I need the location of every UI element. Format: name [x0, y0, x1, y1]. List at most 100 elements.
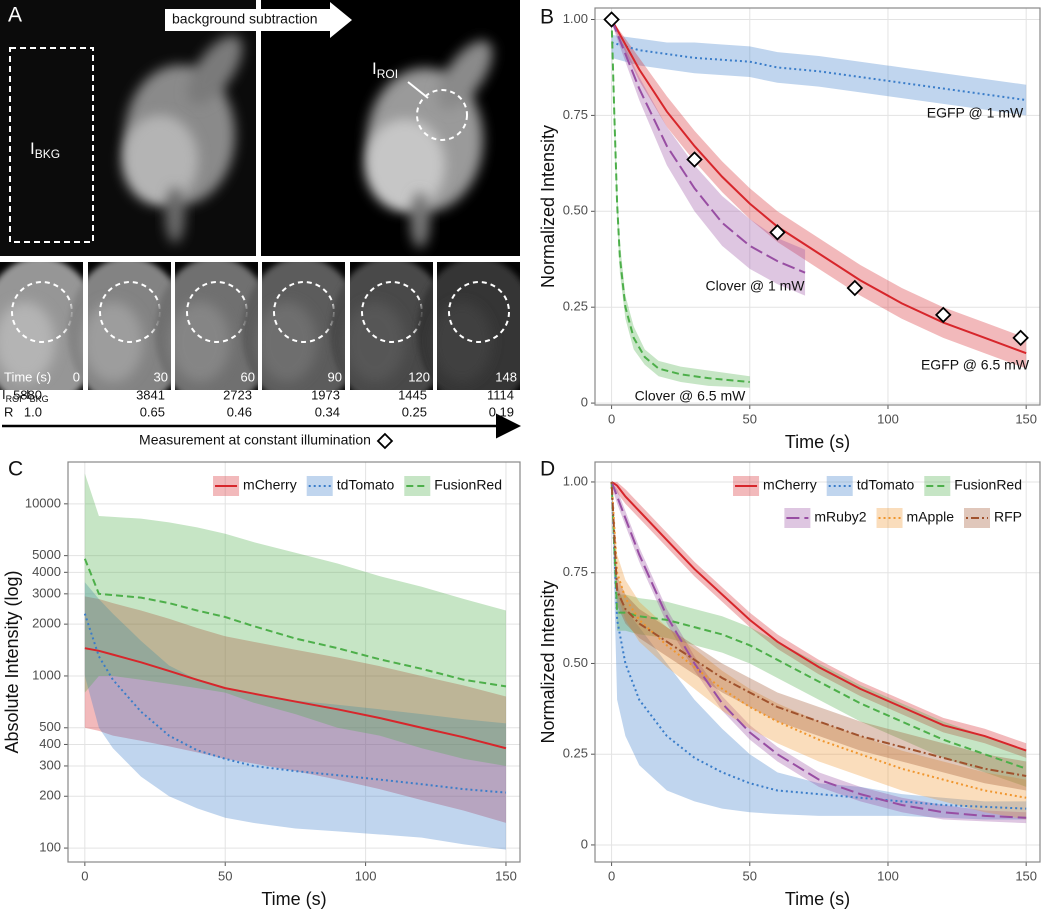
plot-area [610, 481, 1027, 824]
x-tick-label: 150 [1015, 868, 1037, 883]
y-tick-label: 10000 [25, 495, 61, 510]
time-value: 60 [241, 369, 255, 384]
time-value: 120 [408, 369, 430, 384]
legend-label: mApple [907, 509, 955, 525]
y-tick-label: 0.25 [563, 299, 588, 314]
diff-value: 1445 [398, 387, 427, 402]
thumbnail-cell [0, 302, 55, 382]
ribbon [611, 481, 1027, 791]
legend-label: mCherry [243, 477, 297, 493]
diff-label-part: BKG [30, 394, 49, 404]
legend-label: FusionRed [434, 477, 502, 493]
panel-label: A [8, 4, 22, 27]
image-subtracted [261, 0, 520, 256]
thumbnail-cell [432, 302, 492, 382]
x-tick-label: 100 [877, 411, 899, 426]
y-tick-label: 400 [39, 736, 61, 751]
diff-value: 3841 [136, 387, 165, 402]
ribbon [611, 19, 1027, 369]
series-line [611, 481, 1027, 752]
time-value: 148 [495, 369, 517, 384]
diff-value: 1114 [487, 387, 514, 402]
time-value: 0 [73, 369, 80, 384]
ribbon [611, 19, 806, 296]
thumbnail-cell [170, 302, 230, 382]
ribbon [84, 596, 506, 823]
series-line [610, 481, 1027, 819]
time-value: 90 [328, 369, 342, 384]
r-label: R [4, 404, 13, 419]
ribbon [611, 481, 1027, 820]
x-tick-label: 50 [743, 868, 757, 883]
series-label: EGFP @ 1 mW [927, 105, 1024, 121]
series-line [84, 647, 507, 750]
x-tick-label: 0 [608, 411, 615, 426]
marker [603, 11, 620, 28]
diff-label-part: I [2, 387, 6, 402]
caption: Measurement at constant illumination [139, 432, 371, 448]
r-value: 0.19 [489, 404, 514, 419]
roi-circle [448, 281, 510, 343]
bkg-label: IBKG [30, 139, 60, 161]
x-axis-title: Time (s) [785, 889, 850, 909]
y-tick-label: 0 [581, 395, 588, 410]
plot-border [594, 461, 1041, 863]
diff-value: 2723 [223, 387, 252, 402]
arrow-text: background subtraction [172, 11, 318, 27]
thumbnail-cell [83, 302, 143, 382]
ribbon [611, 481, 1027, 787]
panel-label: D [540, 458, 555, 481]
r-value: 0.46 [227, 404, 252, 419]
series-line [610, 19, 806, 274]
y-axis-title: Normalized Intensity [538, 580, 558, 743]
ribbon [84, 582, 506, 850]
x-tick-label: 100 [877, 868, 899, 883]
y-tick-label: 0.50 [563, 655, 588, 670]
legend-label: RFP [994, 509, 1022, 525]
ribbon [611, 481, 1027, 820]
marker [934, 306, 952, 324]
y-tick-label: 0.75 [563, 107, 588, 122]
series-label: Clover @ 6.5 mW [635, 388, 746, 404]
y-tick-label: 200 [39, 788, 61, 803]
y-tick-label: 3000 [32, 585, 61, 600]
series-line [611, 41, 1027, 102]
thumbnail-cell [345, 302, 405, 382]
x-tick-label: 150 [1015, 411, 1037, 426]
y-tick-label: 0.25 [563, 746, 588, 761]
x-axis-title: Time (s) [261, 889, 326, 909]
roi-label: IROI [372, 59, 398, 81]
x-tick-label: 0 [608, 868, 615, 883]
y-tick-label: 2000 [32, 616, 61, 631]
legend-label: mRuby2 [814, 509, 866, 525]
x-axis-title: Time (s) [785, 432, 850, 452]
r-value: 0.65 [140, 404, 165, 419]
y-tick-label: 5000 [32, 547, 61, 562]
x-tick-label: 50 [218, 868, 232, 883]
plot-border [594, 7, 1041, 406]
y-tick-label: 100 [39, 840, 61, 855]
diff-label: IROI-IBKG [2, 387, 49, 404]
x-tick-label: 50 [743, 411, 757, 426]
plot-border [67, 461, 521, 863]
y-tick-label: 0 [581, 836, 588, 851]
y-tick-label: 0.50 [563, 203, 588, 218]
legend-label: mCherry [763, 477, 817, 493]
legend-label: FusionRed [954, 477, 1022, 493]
thumbnail-cell [257, 302, 317, 382]
y-axis-title: Normalized Intensity [538, 125, 558, 288]
ribbon [611, 481, 1027, 758]
plot-background [595, 462, 1040, 862]
x-tick-label: 100 [355, 868, 377, 883]
r-value: 0.25 [402, 404, 427, 419]
ribbon [611, 34, 1027, 116]
caption-diamond [376, 432, 394, 450]
series-line [610, 481, 1027, 777]
x-tick-label: 0 [81, 868, 88, 883]
time-label: Time (s) [4, 369, 51, 384]
series-line [83, 558, 507, 688]
marker [846, 279, 864, 297]
x-tick-label: 150 [495, 868, 517, 883]
y-tick-label: 300 [39, 757, 61, 772]
r-value: 1.0 [24, 404, 42, 419]
